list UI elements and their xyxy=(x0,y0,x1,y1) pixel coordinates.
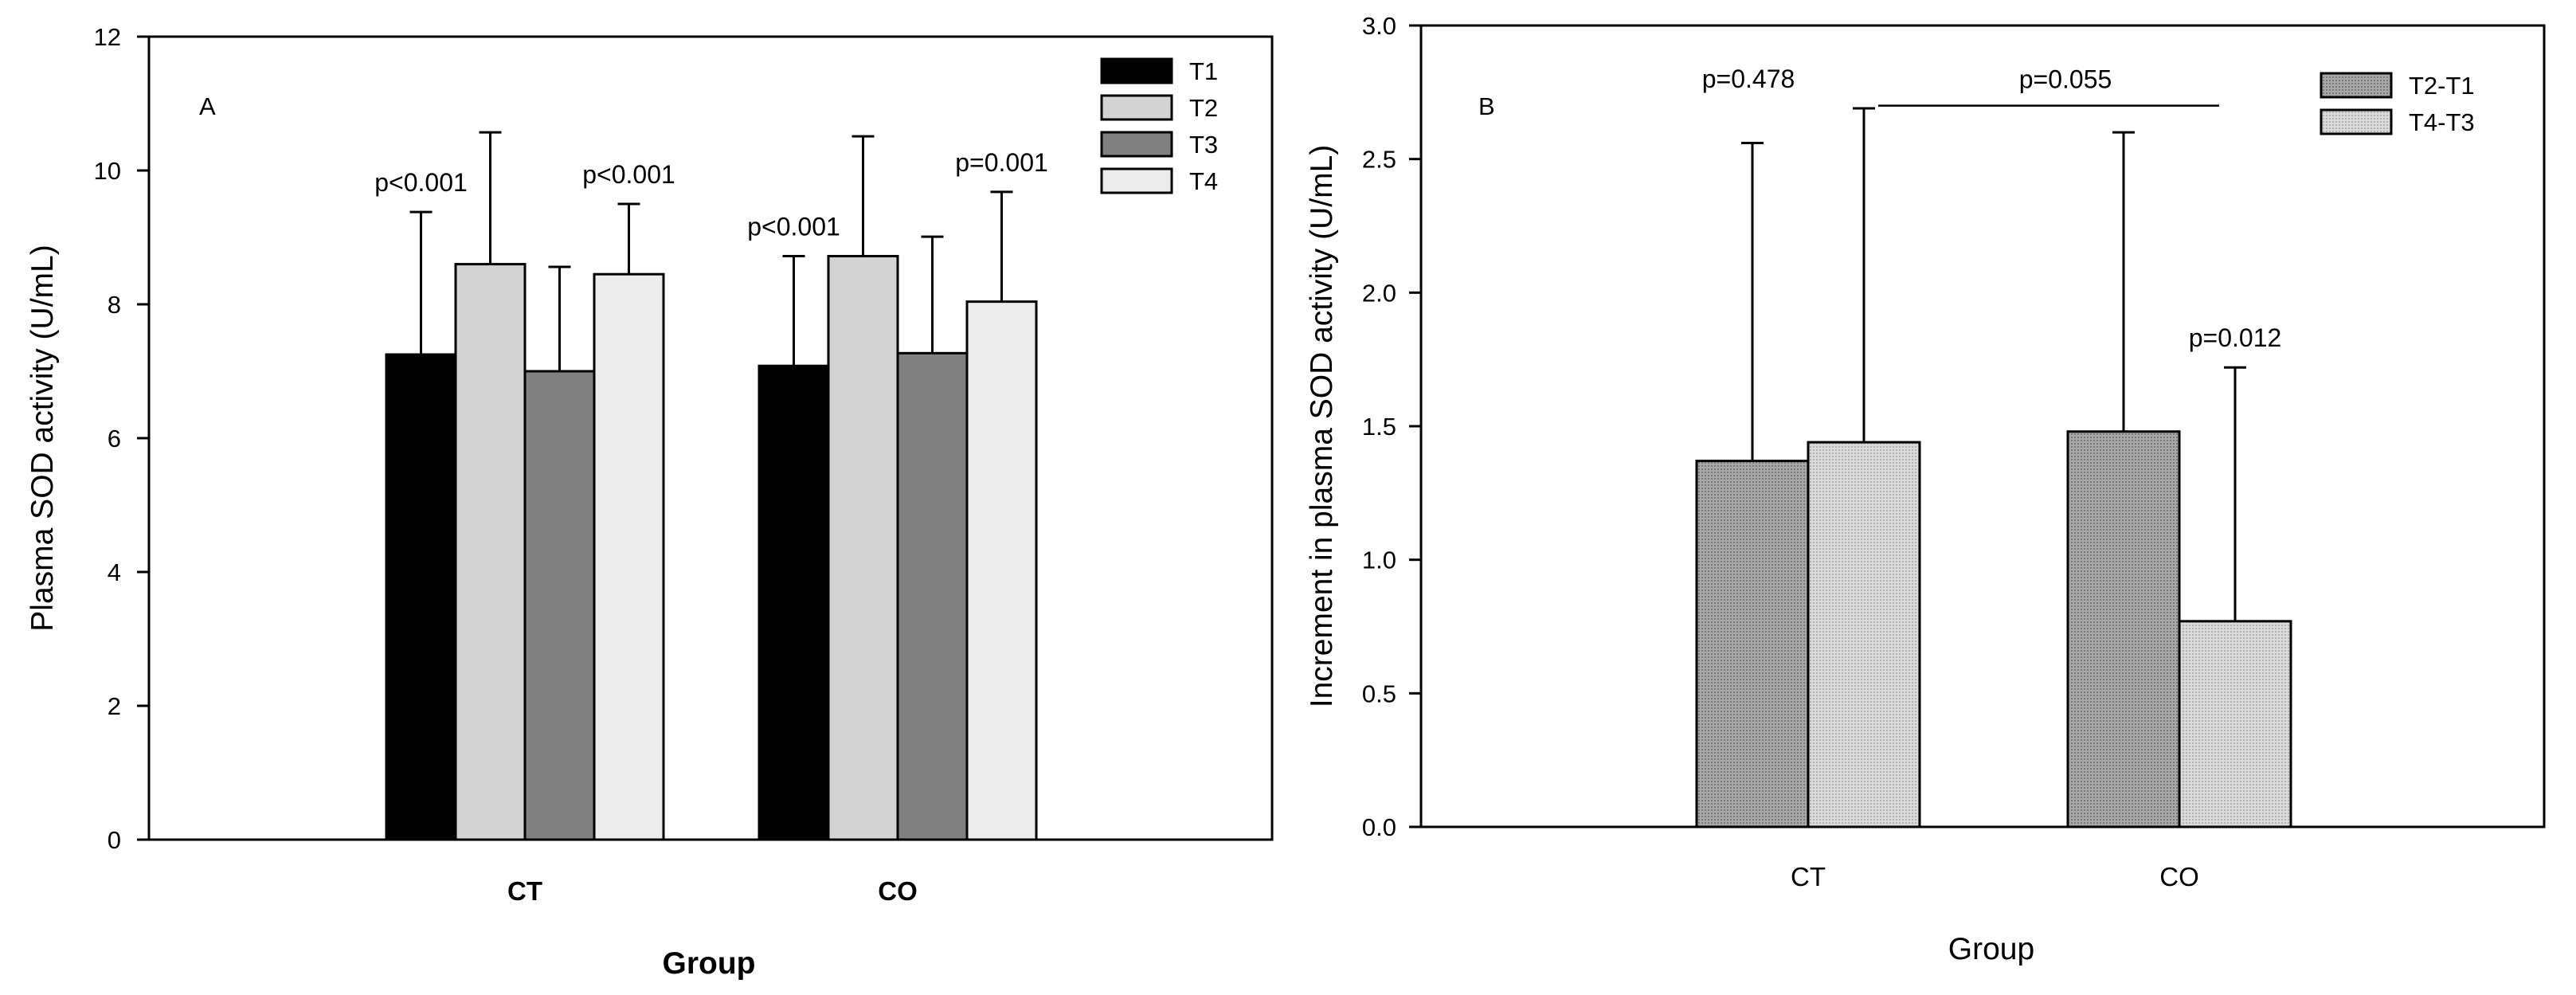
panel-b-x-axis-title: Group xyxy=(1948,932,2034,966)
panel-b-plot-frame xyxy=(1419,24,2546,829)
legend-label-t4: T4 xyxy=(1189,167,1218,195)
y-tick-label: 0.5 xyxy=(1362,680,1396,707)
panel-a-annotations: p<0.001 p<0.001 p<0.001 p=0.001 xyxy=(374,148,1048,241)
legend-swatch-t4 xyxy=(1100,167,1173,194)
bar-ct-t4-t3 xyxy=(1807,441,1921,829)
significance-label: p=0.055 xyxy=(2019,65,2112,94)
y-tick-label: 4 xyxy=(108,558,121,586)
legend-label-t4-t3: T4-T3 xyxy=(2409,108,2475,136)
y-tick-label: 2.5 xyxy=(1362,146,1396,174)
panel-b-bars xyxy=(1695,107,2292,829)
panel-a-letter: A xyxy=(199,92,216,120)
y-tick-label: 8 xyxy=(108,291,121,319)
y-tick-label: 0 xyxy=(108,826,121,854)
legend-label-t2: T2 xyxy=(1189,94,1218,122)
y-tick-label: 6 xyxy=(108,425,121,452)
bar-ct-t4 xyxy=(593,272,665,841)
panel-b-legend: T2-T1 T4-T3 xyxy=(2320,72,2475,136)
panel-a-y-axis-title: Plasma SOD activity (U/mL) xyxy=(25,245,60,631)
y-tick-label: 0.0 xyxy=(1362,813,1396,841)
p-value-label: p=0.478 xyxy=(1702,65,1795,93)
x-category-label: CT xyxy=(507,876,542,906)
bar-ct-t1 xyxy=(385,353,457,841)
panel-a-bars xyxy=(385,131,1038,841)
panel-a: A 0 2 4 6 8 10 12 CT CO p<0.001 p<0.001 p<0.001 p=… xyxy=(25,23,1274,981)
x-category-label: CO xyxy=(878,876,918,906)
legend-label-t1: T1 xyxy=(1189,57,1218,85)
y-tick-label: 12 xyxy=(94,23,121,51)
bar-co-t4-t3 xyxy=(2178,620,2292,829)
panel-b-letter: B xyxy=(1478,92,1495,120)
bar-co-t4 xyxy=(965,300,1038,841)
panel-a-x-axis-title: Group xyxy=(663,946,756,981)
legend-label-t2-t1: T2-T1 xyxy=(2409,72,2475,100)
legend-label-t3: T3 xyxy=(1189,131,1218,159)
y-tick-label: 2.0 xyxy=(1362,279,1396,307)
p-value-label: p<0.001 xyxy=(747,213,840,241)
bar-co-t1 xyxy=(758,364,830,841)
bar-ct-t2 xyxy=(454,263,527,841)
legend-swatch-t2-t1 xyxy=(2320,72,2393,99)
y-tick-label: 1.0 xyxy=(1362,546,1396,574)
panel-a-y-axis: 0 2 4 6 8 10 12 xyxy=(94,23,149,854)
y-tick-label: 10 xyxy=(94,157,121,185)
y-tick-label: 3.0 xyxy=(1362,12,1396,40)
legend-swatch-t1 xyxy=(1100,57,1173,84)
panel-a-category-labels: CT CO xyxy=(507,876,918,906)
bar-co-t2-t1 xyxy=(2066,430,2181,829)
panel-b-y-axis: 0.0 0.5 1.0 1.5 2.0 2.5 3.0 xyxy=(1362,12,1421,841)
p-value-label: p<0.001 xyxy=(582,160,675,189)
y-tick-label: 1.5 xyxy=(1362,413,1396,441)
panel-b: B 0.00.51.01.52.02.53.0 CT CO p=0.478 p=0.… xyxy=(1305,12,2546,966)
legend-swatch-t3 xyxy=(1100,131,1173,158)
x-category-label: CO xyxy=(2159,862,2199,891)
x-category-label: CT xyxy=(1791,862,1826,891)
panel-a-legend: T1 T2 T3 T4 xyxy=(1100,57,1218,195)
p-value-label: p<0.001 xyxy=(374,168,468,197)
panel-b-y-axis-title: Increment in plasma SOD activity (U/mL) xyxy=(1305,145,1339,708)
bar-ct-t2-t1 xyxy=(1695,460,1810,829)
legend-swatch-t2 xyxy=(1100,94,1173,121)
legend-swatch-t4-t3 xyxy=(2320,108,2393,135)
bar-co-t2 xyxy=(827,255,899,841)
bar-ct-t3 xyxy=(523,370,596,841)
panel-b-annotations: p=0.478 p=0.055 p=0.012 xyxy=(1702,65,2282,352)
y-tick-label: 2 xyxy=(108,692,121,720)
p-value-label: p=0.012 xyxy=(2189,323,2282,352)
bar-co-t3 xyxy=(896,351,969,841)
panel-b-category-labels: CT CO xyxy=(1791,862,2199,891)
p-value-label: p=0.001 xyxy=(955,148,1048,177)
